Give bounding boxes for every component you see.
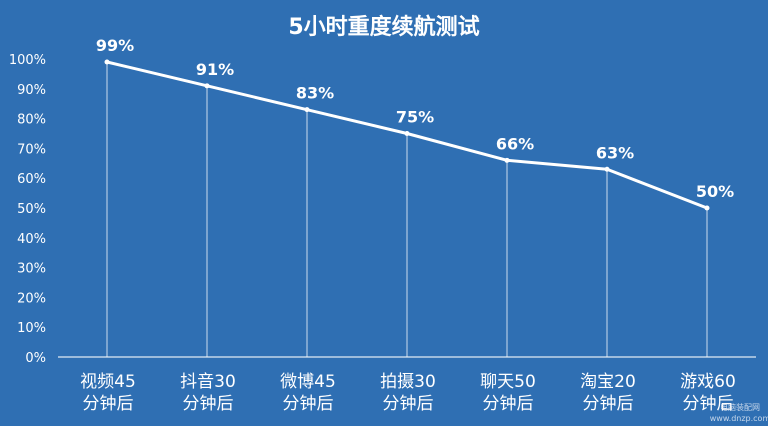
x-tick-label: 淘宝20 分钟后 (580, 372, 636, 414)
x-tick-label: 聊天50 分钟后 (480, 372, 536, 414)
data-point (404, 131, 410, 136)
data-label: 83% (296, 84, 334, 103)
y-tick-label: 50% (17, 202, 46, 217)
y-tick-label: 10% (17, 321, 46, 336)
x-axis: 视频45 分钟后 抖音30 分钟后 微博45 分钟后 拍摄30 分钟后 聊天50 分钟后 淘宝20 分… (80, 372, 736, 414)
chart-title: 5小时重度续航测试 (288, 14, 479, 40)
y-tick-label: 80% (17, 113, 46, 128)
data-label: 91% (196, 60, 234, 79)
data-label: 50% (696, 182, 734, 201)
data-point (104, 59, 110, 65)
x-tick-label: 拍摄30 分钟后 (380, 372, 436, 414)
data-label: 63% (596, 143, 634, 162)
x-tick-label: 抖音30 分钟后 (180, 372, 236, 414)
data-label: 99% (96, 36, 134, 55)
x-tick-label: 游戏60 分钟后 (680, 372, 736, 414)
data-point (204, 83, 210, 89)
watermark-line-1: 电脑装配网 (720, 402, 760, 412)
x-tick-label: 视频45 分钟后 (80, 372, 136, 414)
y-tick-label: 70% (17, 142, 46, 157)
y-tick-label: 20% (17, 291, 46, 306)
data-point (304, 107, 310, 113)
y-tick-label: 60% (17, 172, 46, 187)
watermark-line-2: www.dnzp.com (710, 414, 768, 423)
guide-lines (106, 61, 708, 357)
x-tick-label: 微博45 分钟后 (280, 372, 336, 414)
data-point (704, 205, 710, 211)
data-label: 66% (496, 134, 534, 153)
data-point (604, 166, 610, 172)
y-tick-label: 40% (17, 232, 46, 247)
data-label: 75% (396, 108, 434, 127)
y-tick-label: 30% (17, 262, 46, 277)
y-tick-label: 0% (25, 351, 46, 366)
y-axis: 0% 10% 20% 30% 40% 50% 60% 70% 80% 90% 100% (9, 53, 46, 366)
data-point (504, 157, 510, 163)
data-points (104, 59, 710, 211)
y-tick-label: 100% (9, 53, 46, 68)
data-labels: 99% 91% 83% 75% 66% 63% 50% (96, 36, 734, 201)
y-tick-label: 90% (17, 83, 46, 98)
